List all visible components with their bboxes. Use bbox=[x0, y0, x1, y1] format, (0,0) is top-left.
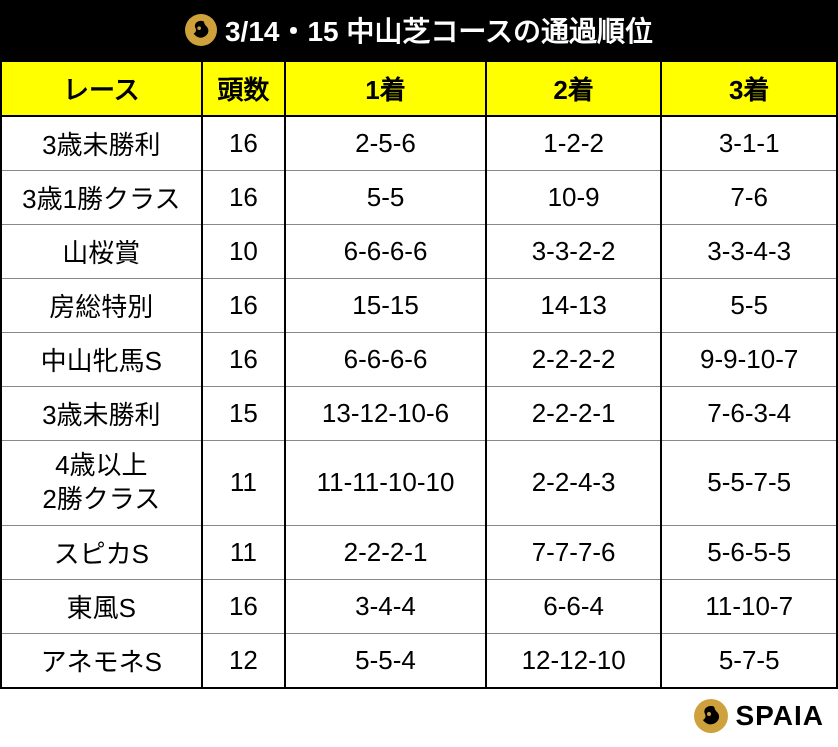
cell-p1: 15-15 bbox=[285, 279, 486, 333]
cell-count: 12 bbox=[202, 633, 286, 688]
cell-count: 16 bbox=[202, 579, 286, 633]
table-row: 房総特別1615-1514-135-5 bbox=[1, 279, 837, 333]
cell-p3: 5-5-7-5 bbox=[661, 441, 837, 526]
cell-p3: 5-5 bbox=[661, 279, 837, 333]
cell-p2: 14-13 bbox=[486, 279, 662, 333]
cell-count: 16 bbox=[202, 116, 286, 171]
cell-p2: 2-2-2-1 bbox=[486, 387, 662, 441]
cell-count: 16 bbox=[202, 171, 286, 225]
cell-count: 16 bbox=[202, 333, 286, 387]
footer-brand: SPAIA bbox=[736, 700, 825, 732]
cell-p3: 3-3-4-3 bbox=[661, 225, 837, 279]
table-row: 4歳以上2勝クラス1111-11-10-102-2-4-35-5-7-5 bbox=[1, 441, 837, 526]
header-3rd: 3着 bbox=[661, 61, 837, 116]
cell-race: アネモネS bbox=[1, 633, 202, 688]
table-container: 3/14・15 中山芝コースの通過順位 レース 頭数 1着 2着 3着 3歳未勝… bbox=[0, 0, 838, 747]
table-row: アネモネS125-5-412-12-105-7-5 bbox=[1, 633, 837, 688]
cell-race: 山桜賞 bbox=[1, 225, 202, 279]
cell-race: 3歳未勝利 bbox=[1, 116, 202, 171]
cell-count: 15 bbox=[202, 387, 286, 441]
header-race: レース bbox=[1, 61, 202, 116]
header-count: 頭数 bbox=[202, 61, 286, 116]
table-row: スピカS112-2-2-17-7-7-65-6-5-5 bbox=[1, 525, 837, 579]
cell-race: 3歳未勝利 bbox=[1, 387, 202, 441]
cell-p3: 7-6-3-4 bbox=[661, 387, 837, 441]
cell-p1: 6-6-6-6 bbox=[285, 225, 486, 279]
header-1st: 1着 bbox=[285, 61, 486, 116]
table-row: 東風S163-4-46-6-411-10-7 bbox=[1, 579, 837, 633]
cell-count: 16 bbox=[202, 279, 286, 333]
cell-p2: 12-12-10 bbox=[486, 633, 662, 688]
cell-p2: 7-7-7-6 bbox=[486, 525, 662, 579]
cell-p2: 10-9 bbox=[486, 171, 662, 225]
table-row: 中山牝馬S166-6-6-62-2-2-29-9-10-7 bbox=[1, 333, 837, 387]
cell-p2: 6-6-4 bbox=[486, 579, 662, 633]
cell-p1: 13-12-10-6 bbox=[285, 387, 486, 441]
cell-p1: 2-2-2-1 bbox=[285, 525, 486, 579]
cell-p3: 5-7-5 bbox=[661, 633, 837, 688]
cell-count: 11 bbox=[202, 441, 286, 526]
table-row: 3歳未勝利162-5-61-2-23-1-1 bbox=[1, 116, 837, 171]
cell-p2: 1-2-2 bbox=[486, 116, 662, 171]
cell-race: 房総特別 bbox=[1, 279, 202, 333]
results-table: レース 頭数 1着 2着 3着 3歳未勝利162-5-61-2-23-1-13歳… bbox=[0, 60, 838, 689]
spaia-footer-logo-icon bbox=[694, 699, 728, 733]
cell-p2: 2-2-4-3 bbox=[486, 441, 662, 526]
cell-race: 中山牝馬S bbox=[1, 333, 202, 387]
cell-p3: 7-6 bbox=[661, 171, 837, 225]
cell-p1: 3-4-4 bbox=[285, 579, 486, 633]
cell-p1: 11-11-10-10 bbox=[285, 441, 486, 526]
header-2nd: 2着 bbox=[486, 61, 662, 116]
cell-count: 10 bbox=[202, 225, 286, 279]
title-text: 3/14・15 中山芝コースの通過順位 bbox=[225, 10, 653, 50]
cell-p1: 6-6-6-6 bbox=[285, 333, 486, 387]
cell-p3: 5-6-5-5 bbox=[661, 525, 837, 579]
title-bar: 3/14・15 中山芝コースの通過順位 bbox=[0, 0, 838, 60]
cell-p1: 5-5-4 bbox=[285, 633, 486, 688]
cell-p1: 5-5 bbox=[285, 171, 486, 225]
table-body: 3歳未勝利162-5-61-2-23-1-13歳1勝クラス165-510-97-… bbox=[1, 116, 837, 688]
cell-p3: 9-9-10-7 bbox=[661, 333, 837, 387]
table-row: 3歳未勝利1513-12-10-62-2-2-17-6-3-4 bbox=[1, 387, 837, 441]
spaia-logo-icon bbox=[185, 14, 217, 46]
header-row: レース 頭数 1着 2着 3着 bbox=[1, 61, 837, 116]
cell-p3: 11-10-7 bbox=[661, 579, 837, 633]
cell-p1: 2-5-6 bbox=[285, 116, 486, 171]
footer: SPAIA bbox=[0, 689, 838, 747]
table-row: 3歳1勝クラス165-510-97-6 bbox=[1, 171, 837, 225]
cell-race: スピカS bbox=[1, 525, 202, 579]
cell-race: 4歳以上2勝クラス bbox=[1, 441, 202, 526]
cell-race: 3歳1勝クラス bbox=[1, 171, 202, 225]
cell-p3: 3-1-1 bbox=[661, 116, 837, 171]
cell-count: 11 bbox=[202, 525, 286, 579]
cell-p2: 3-3-2-2 bbox=[486, 225, 662, 279]
table-row: 山桜賞106-6-6-63-3-2-23-3-4-3 bbox=[1, 225, 837, 279]
cell-race: 東風S bbox=[1, 579, 202, 633]
cell-p2: 2-2-2-2 bbox=[486, 333, 662, 387]
